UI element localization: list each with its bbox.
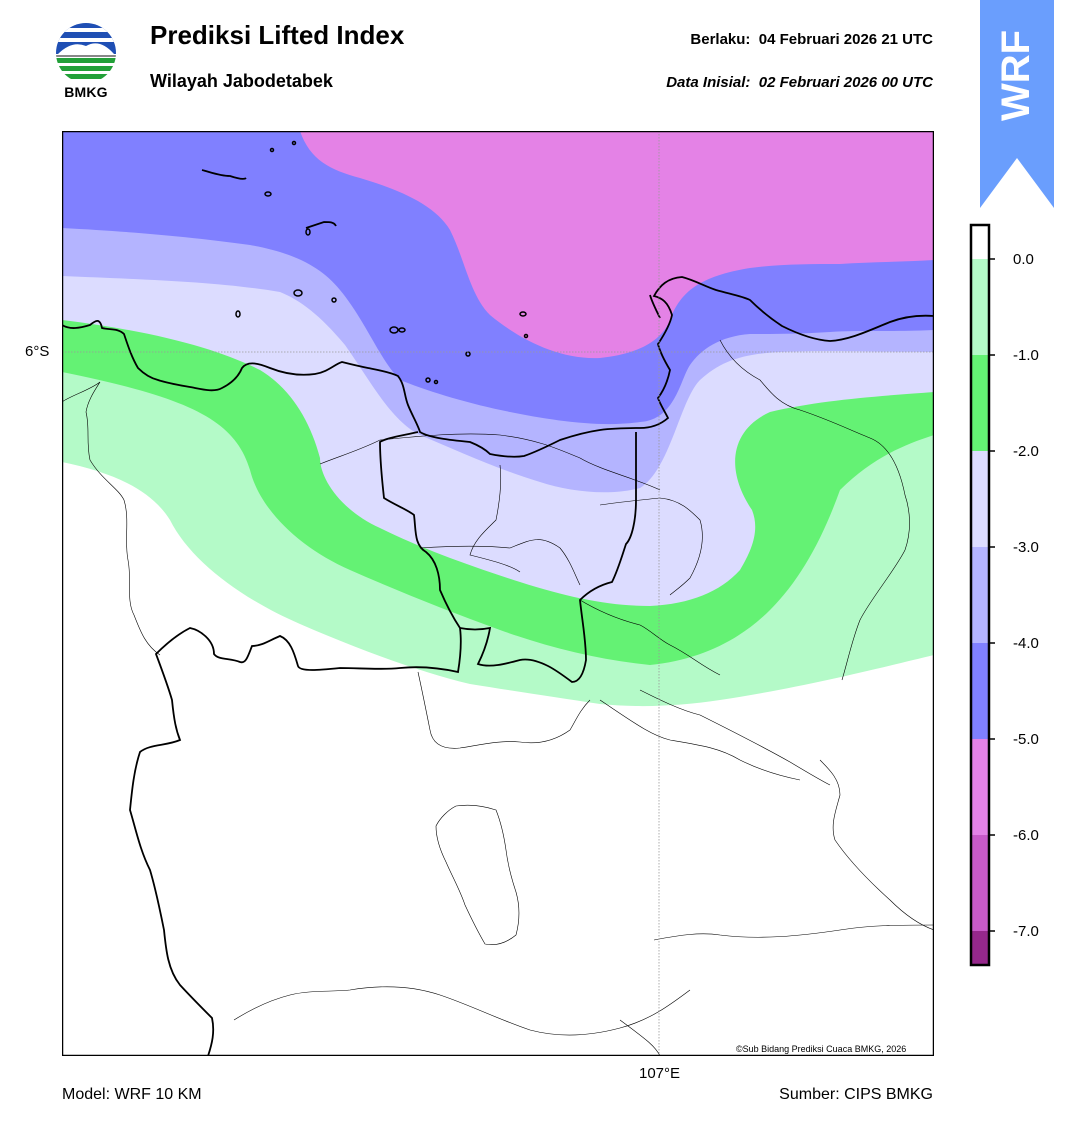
logo-text: BMKG	[64, 84, 108, 100]
colorbar-legend: 0.0 -1.0 -2.0 -3.0 -4.0 -5.0 -6.0 -7.0	[969, 223, 1039, 967]
source-label: Sumber: CIPS BMKG	[779, 1086, 933, 1103]
map-subtitle: Wilayah Jabodetabek	[150, 71, 333, 91]
bmkg-logo: BMKG	[52, 20, 120, 102]
lifted-index-map	[62, 131, 934, 1056]
legend-swatch	[971, 547, 989, 643]
init-time: Data Inisial: 02 Februari 2026 00 UTC	[666, 74, 933, 91]
legend-swatch	[971, 739, 989, 835]
legend-swatch	[971, 355, 989, 451]
legend-tick-label: -7.0	[1013, 923, 1039, 940]
legend-tick-label: -3.0	[1013, 539, 1039, 556]
legend-swatch	[971, 643, 989, 739]
legend-tick-label: -2.0	[1013, 443, 1039, 460]
legend-tick-label: -6.0	[1013, 827, 1039, 844]
legend-swatch	[971, 835, 989, 931]
model-label: Model: WRF 10 KM	[62, 1086, 202, 1103]
legend-tick-label: -5.0	[1013, 731, 1039, 748]
wrf-badge-label: WRF	[994, 29, 1039, 121]
band-minus5-to-minus6	[300, 131, 934, 359]
legend-tick-label: -4.0	[1013, 635, 1039, 652]
legend-tick-label: -1.0	[1013, 347, 1039, 364]
map-title: Prediksi Lifted Index	[150, 20, 405, 50]
lon-label: 107°E	[639, 1065, 681, 1082]
legend-swatch	[971, 225, 989, 259]
legend-swatch	[971, 931, 989, 965]
legend-frame	[969, 223, 991, 967]
legend-swatch	[971, 259, 989, 355]
legend-swatch	[971, 451, 989, 547]
valid-time: Berlaku: 04 Februari 2026 21 UTC	[690, 31, 933, 48]
legend-tick-label: 0.0	[1013, 251, 1034, 268]
wrf-badge	[980, 0, 1054, 208]
lat-label: 6°S	[25, 343, 50, 360]
credit-text: ©Sub Bidang Prediksi Cuaca BMKG, 2026	[736, 1044, 907, 1054]
